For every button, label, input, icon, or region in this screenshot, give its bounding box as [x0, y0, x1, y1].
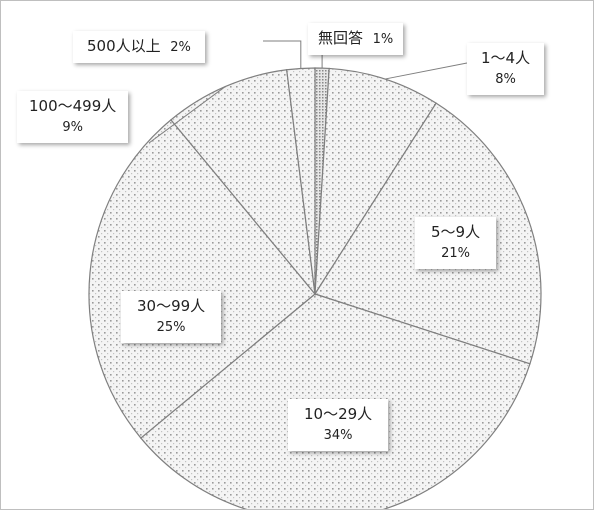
leader-line-6 [263, 40, 302, 69]
slice-label-10-29: 10～29人 34% [288, 399, 389, 451]
leader-line-1 [384, 62, 468, 80]
pie-slice-4 [88, 119, 316, 439]
slice-label-text: 無回答 [318, 29, 364, 47]
slice-label-text: 10～29人 [304, 405, 373, 423]
slice-percent: 21% [441, 246, 470, 261]
slice-label-no-answer: 無回答 1% [308, 23, 404, 55]
slice-label-1-4: 1～4人 8% [467, 43, 545, 95]
leader-line-5 [148, 86, 226, 144]
slice-percent: 9% [62, 120, 83, 135]
slice-percent: 25% [156, 320, 186, 335]
slice-label-text: 5～9人 [431, 223, 481, 241]
slice-label-text: 1～4人 [481, 49, 531, 67]
slice-label-5-9: 5～9人 21% [415, 217, 497, 269]
slice-percent: 8% [495, 72, 516, 87]
slice-label-30-99: 30～99人 25% [121, 291, 222, 343]
slice-label-text: 100～499人 [29, 97, 117, 115]
slice-percent: 1% [372, 32, 394, 47]
slice-label-500-plus: 500人以上 2% [73, 31, 205, 63]
slice-label-text: 500人以上 [87, 37, 161, 55]
slice-label-text: 30～99人 [137, 297, 206, 315]
slice-percent: 34% [323, 428, 353, 443]
slice-label-100-499: 100～499人 9% [17, 91, 129, 143]
slice-percent: 2% [170, 40, 191, 55]
